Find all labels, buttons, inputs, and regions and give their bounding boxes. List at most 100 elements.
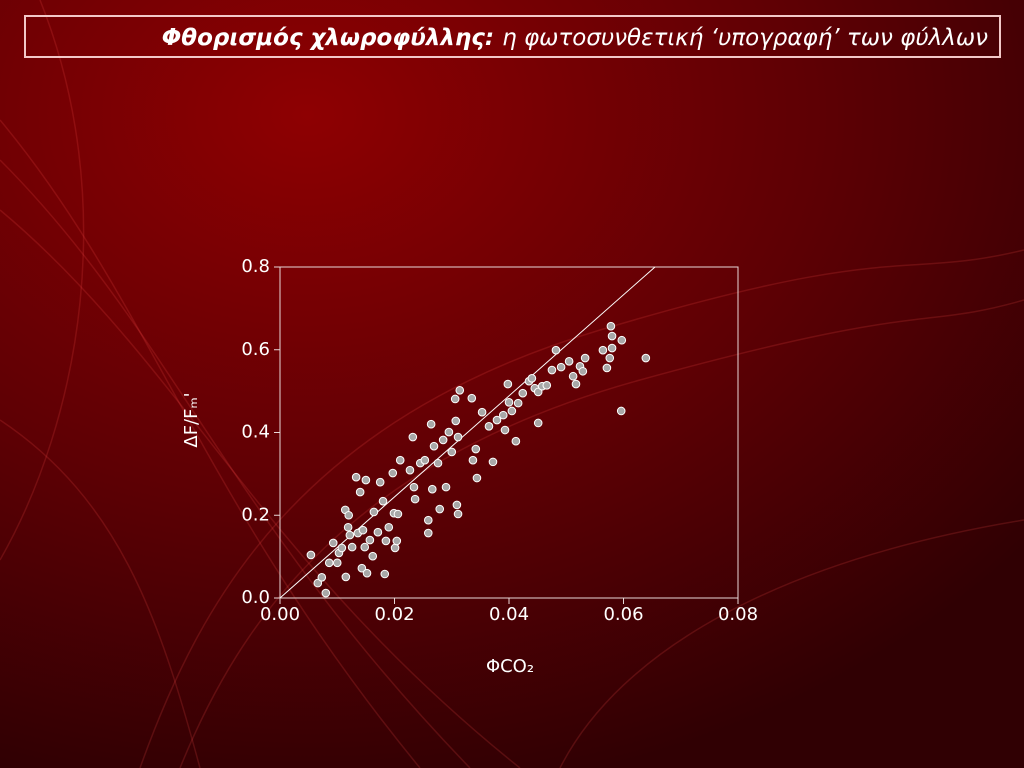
point	[571, 379, 581, 389]
point	[511, 436, 521, 446]
point	[438, 435, 448, 445]
point	[313, 578, 323, 588]
point	[542, 381, 552, 390]
point	[447, 447, 457, 457]
point	[343, 522, 353, 532]
y-tick-label: 0.2	[241, 504, 270, 525]
point	[503, 379, 513, 389]
point	[455, 385, 465, 395]
point	[427, 484, 437, 494]
point	[357, 563, 367, 573]
point	[556, 362, 566, 372]
point	[321, 588, 331, 598]
title-bold: Φθορισμός χλωροφύλλης:	[162, 25, 494, 51]
point	[433, 458, 443, 468]
point	[390, 543, 400, 553]
point	[317, 573, 327, 582]
title: Φθορισμός χλωροφύλλης: η φωτοσυνθετική ‘υ…	[162, 25, 988, 51]
point	[435, 504, 445, 514]
point	[598, 345, 608, 355]
point	[347, 542, 357, 552]
point	[378, 496, 388, 506]
point	[498, 410, 508, 420]
fit-line	[279, 266, 656, 599]
x-tick-label: 0.08	[718, 604, 758, 625]
point	[467, 393, 477, 403]
point	[426, 419, 436, 429]
point	[405, 465, 415, 475]
point	[423, 515, 433, 525]
point	[607, 331, 617, 341]
point	[369, 507, 379, 517]
point	[602, 363, 612, 373]
y-tick-label: 0.4	[241, 422, 270, 443]
point	[453, 432, 463, 442]
point	[360, 542, 370, 552]
point	[616, 406, 626, 416]
point	[484, 421, 494, 431]
point	[392, 536, 402, 546]
point	[444, 427, 454, 437]
y-tick-label: 0.8	[241, 256, 270, 277]
point	[409, 482, 419, 492]
point	[605, 353, 615, 363]
point	[533, 387, 543, 397]
point	[513, 398, 523, 408]
point	[551, 345, 561, 355]
point	[641, 353, 651, 363]
point	[547, 365, 557, 375]
point	[395, 455, 405, 465]
point	[337, 543, 347, 553]
point	[368, 551, 378, 561]
point	[564, 357, 574, 366]
point	[408, 432, 418, 442]
point	[410, 494, 420, 504]
point	[351, 472, 361, 482]
point	[527, 373, 537, 383]
point	[341, 572, 351, 582]
point	[324, 558, 334, 568]
point	[373, 527, 383, 537]
x-tick-label: 0.06	[603, 604, 643, 625]
x-tick-label: 0.02	[374, 604, 414, 625]
point	[472, 473, 482, 483]
x-tick-label: 0.04	[489, 604, 529, 625]
point	[358, 525, 368, 535]
point	[393, 509, 403, 519]
point	[345, 530, 355, 540]
point	[606, 321, 616, 331]
point	[420, 455, 430, 465]
point	[518, 388, 528, 398]
point	[471, 444, 481, 454]
point	[453, 509, 463, 519]
title-rest: η φωτοσυνθετική ‘υπογραφή’ των φύλλων	[502, 25, 988, 51]
point	[429, 441, 439, 451]
point	[578, 366, 588, 376]
point	[533, 418, 543, 428]
point	[344, 510, 354, 520]
point	[450, 394, 460, 404]
y-axis-label: ΔF/Fₘ'	[181, 392, 202, 447]
point	[617, 335, 627, 345]
point	[365, 535, 375, 545]
point	[361, 475, 371, 485]
point	[332, 558, 342, 568]
point	[504, 397, 514, 407]
point	[468, 455, 478, 465]
point	[477, 407, 487, 417]
point	[388, 468, 398, 478]
point	[452, 500, 462, 510]
title-box	[24, 15, 1001, 58]
point	[441, 482, 451, 492]
point	[306, 550, 316, 560]
point	[381, 536, 391, 546]
point	[500, 425, 510, 435]
x-axis-label: ΦCO₂	[486, 656, 534, 677]
point	[488, 457, 498, 467]
x-tick-label: 0.00	[260, 604, 300, 625]
point	[451, 416, 461, 426]
y-tick-label: 0.0	[241, 587, 270, 608]
